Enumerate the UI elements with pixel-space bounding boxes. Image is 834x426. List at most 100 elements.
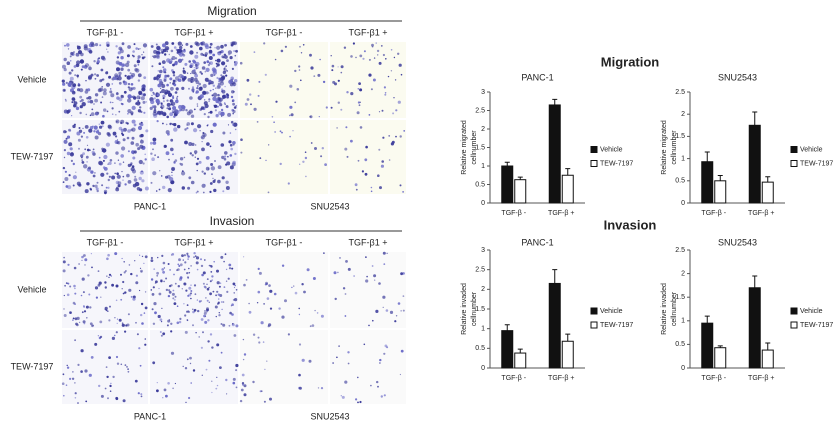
cell-dot [186, 319, 189, 322]
cell-dot [121, 64, 125, 68]
cell-dot [73, 51, 75, 53]
row-label: Vehicle [17, 74, 46, 84]
cell-dot [289, 105, 293, 109]
cell-dot [289, 84, 293, 88]
cell-dot [136, 333, 139, 336]
cell-dot [85, 136, 89, 139]
cell-dot [156, 271, 160, 275]
cell-dot [221, 155, 225, 160]
cell-dot [66, 366, 70, 369]
cell-dot [227, 155, 229, 158]
cell-dot [377, 54, 379, 56]
cell-dot [94, 77, 97, 80]
cell-dot [121, 132, 124, 135]
cell-dot [199, 130, 201, 132]
cell-dot [157, 156, 160, 159]
cell-dot [365, 145, 368, 149]
cell-dot [72, 83, 77, 87]
cell-dot [190, 290, 193, 292]
cell-dot [366, 275, 368, 278]
cell-dot [162, 122, 164, 125]
cell-dot [72, 319, 74, 321]
y-axis-label: cellnumber [471, 130, 478, 165]
cell-dot [377, 385, 379, 388]
legend-label: TEW-7197 [600, 322, 633, 329]
cell-dot [233, 286, 236, 289]
cell-dot [152, 148, 154, 151]
cell-dot [174, 159, 178, 162]
cell-dot [257, 290, 261, 294]
cell-dot [215, 65, 218, 68]
cell-dot [63, 308, 65, 310]
cell-dot [111, 283, 114, 287]
cell-dot [157, 256, 159, 259]
cell-dot [139, 254, 141, 256]
cell-dot [203, 311, 207, 315]
cell-dot [227, 277, 230, 280]
cell-dot [71, 97, 76, 101]
cell-dot [143, 56, 146, 58]
cell-dot [132, 55, 135, 58]
cell-dot [224, 85, 226, 88]
cell-dot [169, 177, 174, 182]
cell-dot [138, 159, 143, 165]
cell-dot [161, 307, 163, 309]
cell-dot [156, 274, 159, 277]
cell-dot [145, 129, 149, 133]
cell-dot [170, 101, 176, 107]
cell-dot [81, 159, 84, 162]
cell-dot [117, 181, 122, 186]
cell-dot [126, 136, 130, 140]
bar [514, 179, 527, 204]
cell-dot [192, 308, 194, 311]
cell-dot [132, 50, 135, 53]
legend-swatch [790, 321, 798, 329]
cell-dot [221, 61, 226, 66]
cell-dot [96, 181, 99, 184]
cell-dot [121, 42, 125, 46]
cell-dot [372, 319, 374, 322]
cell-dot [359, 126, 363, 129]
cell-dot [64, 98, 67, 101]
cell-dot [121, 257, 123, 260]
cell-dot [79, 111, 82, 115]
cell-line-label: PANC-1 [134, 201, 166, 211]
cell-dot [298, 69, 301, 71]
cell-dot [91, 43, 95, 47]
cell-dot [80, 349, 84, 353]
cell-dot [224, 155, 227, 158]
cell-dot [208, 286, 210, 289]
cell-dot [177, 79, 180, 82]
cell-dot [87, 96, 92, 100]
cell-dot [361, 170, 364, 173]
cell-dot [143, 95, 145, 97]
cell-dot [154, 154, 157, 157]
bar [761, 349, 774, 369]
cell-dot [177, 263, 180, 266]
cell-dot [378, 111, 381, 113]
cell-dot [74, 382, 76, 384]
cell-dot [117, 62, 120, 65]
cell-dot [125, 324, 128, 327]
cell-dot [69, 147, 73, 151]
cell-dot [320, 314, 324, 318]
cell-dot [217, 165, 222, 170]
cell-dot [63, 156, 66, 159]
cell-dot [105, 186, 108, 189]
cell-dot [357, 101, 360, 104]
cell-dot [269, 307, 273, 310]
cell-dot [138, 90, 143, 95]
cell-dot [172, 111, 175, 114]
cell-dot [222, 131, 226, 135]
cell-dot [127, 313, 130, 316]
cell-dot [172, 95, 174, 98]
cell-dot [214, 305, 218, 309]
micrograph [239, 42, 328, 119]
bar [761, 181, 774, 204]
cell-dot [208, 56, 213, 60]
cell-dot [209, 110, 213, 114]
cell-dot [159, 69, 163, 74]
cell-dot [100, 296, 102, 298]
cell-dot [86, 144, 89, 146]
cell-dot [211, 173, 213, 176]
